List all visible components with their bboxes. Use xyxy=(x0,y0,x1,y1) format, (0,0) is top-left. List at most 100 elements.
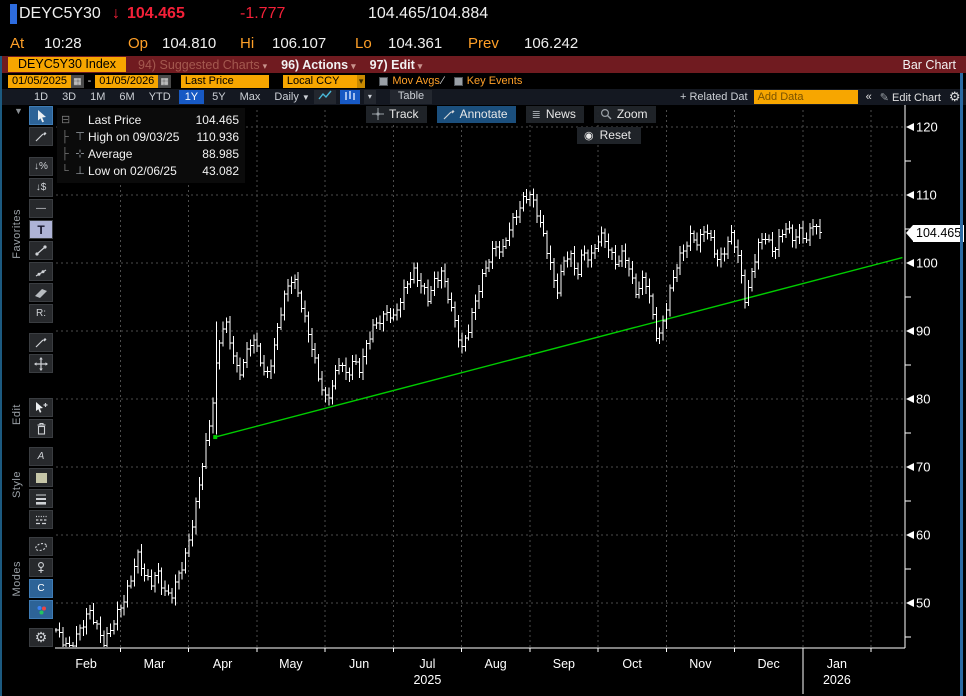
reset-button[interactable]: ◉ Reset xyxy=(577,127,641,144)
price-chart: 120 110 100 90 80 70 60 50 Feb Mar Apr May Jun Jul Aug… xyxy=(45,105,938,694)
font-style-tool[interactable]: A xyxy=(29,447,53,466)
y-tick-arrow xyxy=(906,327,914,335)
y-axis-label: 80 xyxy=(916,392,930,407)
trend-segment-2-tool[interactable] xyxy=(29,262,53,281)
track-button[interactable]: Track xyxy=(366,106,427,123)
calendar-icon[interactable]: ▦ xyxy=(158,74,171,88)
security-ticker[interactable]: DEYC5Y30 xyxy=(19,5,101,22)
percent-change-tool[interactable]: ↓% xyxy=(29,157,53,176)
range-button-1y[interactable]: 1Y xyxy=(178,90,205,104)
date-to-input[interactable]: 01/05/2026 xyxy=(95,74,159,88)
legend-label: Low on 02/06/25 xyxy=(88,163,177,178)
chevron-down-icon[interactable]: ▾ xyxy=(356,74,366,88)
news-button[interactable]: ≣ News xyxy=(525,106,584,123)
x-axis-month-label: Oct xyxy=(622,657,642,671)
bar-chart-icon[interactable] xyxy=(339,90,360,104)
range-button-ytd[interactable]: YTD xyxy=(148,91,171,103)
quote-row-2: At 10:28 Op 104.810 Hi 106.107 Lo 104.36… xyxy=(0,30,966,56)
sidebar-collapse-icon[interactable]: ▼ xyxy=(14,106,23,116)
legend-label: Average xyxy=(88,146,133,161)
news-icon: ≣ xyxy=(531,108,541,121)
text-tool[interactable]: T xyxy=(29,220,53,239)
legend-row-high-on-09-03-25[interactable]: ├ ⊤ High on 09/03/25 110.936 xyxy=(61,128,239,145)
y-axis-label: 90 xyxy=(916,324,930,339)
line-chart-icon[interactable] xyxy=(313,90,336,104)
collapse-panel-button[interactable]: « xyxy=(865,91,872,103)
multi-select-tool[interactable] xyxy=(29,398,53,417)
y-axis-label: 60 xyxy=(916,528,930,543)
zoom-button[interactable]: Zoom xyxy=(593,106,656,123)
chart-settings-bar: 01/05/2025 ▦ - 01/05/2026 ▦ Last Price L… xyxy=(0,73,966,89)
lasso-mode-tool[interactable] xyxy=(29,537,53,556)
draw-line-tool[interactable] xyxy=(29,127,53,146)
trendline-start-handle[interactable] xyxy=(213,435,218,440)
calendar-icon[interactable]: ▦ xyxy=(71,74,84,88)
move-tool[interactable] xyxy=(29,354,53,373)
color-swatch-tool[interactable] xyxy=(29,468,53,487)
dollar-change-tool[interactable]: ↓$ xyxy=(29,178,53,197)
edit-menu[interactable]: 97) Edit ▾ xyxy=(369,57,423,72)
trendline-annotation[interactable] xyxy=(215,256,903,438)
legend-tree-glyph: ⊟ xyxy=(61,114,71,126)
open-label: Op xyxy=(128,35,149,52)
range-button-6m[interactable]: 6M xyxy=(119,91,135,103)
legend-row-average[interactable]: ├ ⊹ Average 88.985 xyxy=(61,145,239,162)
period-select[interactable]: Daily ▼ xyxy=(274,91,310,103)
legend-row-last-price[interactable]: ⊟ Last Price 104.465 xyxy=(61,111,239,128)
magnifier-icon xyxy=(600,108,612,120)
add-data-input[interactable]: Add Data xyxy=(753,90,858,104)
date-from-input[interactable]: 01/05/2025 xyxy=(8,74,72,88)
delete-tool[interactable] xyxy=(29,419,53,438)
pin-mode-tool[interactable] xyxy=(29,558,53,577)
range-button-max[interactable]: Max xyxy=(239,91,261,103)
chart-canvas[interactable]: 120 110 100 90 80 70 60 50 Feb Mar Apr May Jun Jul Aug… xyxy=(0,105,966,696)
annotate-button[interactable]: Annotate xyxy=(436,106,516,123)
suggested-charts-menu[interactable]: 94) Suggested Charts ▾ xyxy=(138,57,268,72)
ticker-input[interactable]: DEYC5Y30 Index xyxy=(8,57,126,72)
chart-settings-gear[interactable]: ⚙ xyxy=(29,628,53,647)
range-button-1d[interactable]: 1D xyxy=(34,91,49,103)
mov-avgs-checkbox[interactable] xyxy=(379,76,389,86)
reset-icon: ◉ xyxy=(584,129,594,142)
open-value: 104.810 xyxy=(162,35,217,52)
legend-row-low-on-02-06-25[interactable]: └ ⊥ Low on 02/06/25 43.082 xyxy=(61,162,239,179)
related-data-button[interactable]: + Related Dat xyxy=(680,91,748,103)
table-button[interactable]: Table xyxy=(389,90,433,104)
pencil-icon[interactable]: ∕ xyxy=(441,75,444,87)
prev-value: 106.242 xyxy=(524,35,579,52)
range-button-1m[interactable]: 1M xyxy=(90,91,106,103)
curve-mode-tool[interactable]: C xyxy=(29,579,53,598)
trend-segment-tool[interactable] xyxy=(29,241,53,260)
y-tick-arrow xyxy=(906,463,914,471)
sidebar-section-label-style: Style xyxy=(11,471,23,498)
currency-select[interactable]: Local CCY xyxy=(282,74,357,88)
channel-tool[interactable] xyxy=(29,283,53,302)
last-price-axis-tag: 104.465 xyxy=(905,225,965,242)
chart-type-dropdown-icon[interactable]: ▾ xyxy=(363,90,376,104)
field-select[interactable]: Last Price xyxy=(180,74,269,88)
edit-chart-button[interactable]: ✎ Edit Chart xyxy=(879,91,941,104)
settings-gear-icon[interactable]: ⚙ xyxy=(948,89,961,104)
y-axis-label: 120 xyxy=(916,120,938,135)
range-button-5y[interactable]: 5Y xyxy=(212,91,226,103)
window-edge-right xyxy=(960,73,963,696)
x-axis-month-label: May xyxy=(279,657,303,671)
sidebar-section-label-modes: Modes xyxy=(11,561,23,597)
window-edge-left xyxy=(0,56,2,696)
prev-label: Prev xyxy=(468,35,499,52)
multicolor-mode-tool[interactable] xyxy=(29,600,53,619)
line-width-tool[interactable] xyxy=(29,489,53,508)
key-events-checkbox[interactable] xyxy=(453,76,463,86)
range-button-3d[interactable]: 3D xyxy=(62,91,77,103)
range-buttons: 1D 3D 1M 6M YTD 1Y 5Y Max xyxy=(26,90,266,104)
horizontal-line-tool[interactable]: — xyxy=(29,199,53,218)
quote-row-1: DEYC5Y30 ↓ 104.465 -1.777 104.465/104.88… xyxy=(0,0,966,30)
line-style-tool[interactable] xyxy=(29,510,53,529)
x-axis-month-label: Feb xyxy=(75,657,97,671)
actions-menu[interactable]: 96) Actions ▾ xyxy=(281,57,356,72)
annotate-pencil-tool[interactable] xyxy=(29,333,53,352)
x-axis-year-label: 2025 xyxy=(413,673,441,687)
select-cursor-tool[interactable] xyxy=(29,106,53,125)
regression-tool[interactable]: R: xyxy=(29,304,53,323)
